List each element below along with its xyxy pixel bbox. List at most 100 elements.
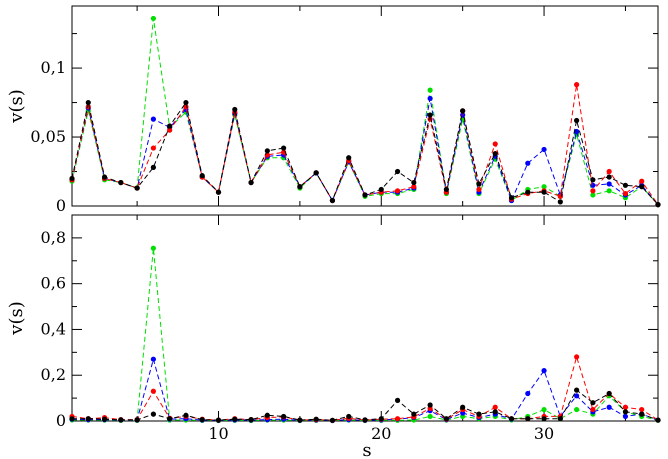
y-tick-label: 0: [56, 411, 66, 430]
series-4-point: [443, 416, 449, 422]
series-2-point: [606, 404, 612, 410]
series-3-point: [492, 141, 498, 147]
series-4-point: [378, 416, 384, 422]
series-4-point: [329, 417, 336, 423]
series-3-point: [639, 406, 645, 413]
series-4-point: [622, 409, 629, 415]
series-1-line: [71, 18, 659, 205]
series-4-point: [264, 148, 270, 154]
series-1-point: [541, 406, 547, 413]
series-3-point: [394, 416, 401, 422]
series-3-point: [590, 406, 596, 413]
series-4-point: [167, 123, 173, 129]
series-4-point: [69, 416, 75, 422]
series-4-point: [101, 174, 108, 180]
y-tick-label: 0,8: [41, 228, 66, 247]
series-4-point: [150, 164, 156, 170]
y-tick-label: 0,1: [41, 58, 66, 77]
series-4-point: [411, 179, 417, 186]
series-4-point: [362, 192, 368, 198]
series-4-point: [346, 155, 352, 161]
series-4-point: [541, 416, 547, 422]
series-4-point: [460, 108, 466, 114]
series-4-point: [508, 195, 515, 201]
series-4-point: [411, 411, 417, 417]
series-4-point: [606, 390, 612, 397]
series-3-line: [71, 355, 659, 421]
series-4-point: [264, 412, 270, 418]
series-4-point: [183, 412, 189, 418]
series-2-point: [574, 128, 580, 135]
series-3-point: [574, 354, 580, 360]
series-4-point: [476, 181, 482, 187]
series-4-point: [297, 417, 303, 423]
series-4-point: [394, 168, 401, 175]
series-1-point: [574, 406, 580, 413]
series-2-point: [150, 356, 156, 362]
series-4-point: [639, 411, 645, 417]
series-1-point: [150, 245, 156, 251]
series-3-point: [574, 82, 580, 88]
series-4-point: [118, 417, 124, 423]
x-tick-label: 30: [534, 424, 554, 443]
series-2-point: [590, 182, 596, 188]
panel-1-frame: [71, 5, 659, 207]
series-2-point: [541, 368, 547, 374]
series-4-point: [590, 400, 596, 406]
series-4-point: [362, 417, 368, 423]
series-4-point: [215, 417, 222, 423]
series-3-point: [622, 190, 629, 197]
series-2-line: [71, 357, 659, 422]
series-4-point: [215, 189, 222, 195]
series-4-line: [71, 101, 659, 205]
series-1-line: [71, 248, 659, 422]
y-tick-label: 0: [56, 196, 66, 215]
series-4-point: [557, 199, 563, 205]
series-4-point: [150, 411, 156, 417]
series-4-point: [297, 184, 303, 190]
x-tick-label: 10: [208, 424, 228, 443]
series-4-point: [313, 170, 319, 176]
series-4-point: [118, 179, 124, 186]
series-4-point: [85, 99, 91, 106]
series-4-point: [492, 150, 498, 157]
y-tick-label: 0,6: [41, 274, 66, 293]
series-4-point: [655, 202, 661, 208]
series-4-point: [427, 402, 433, 408]
series-4-point: [232, 416, 238, 422]
series-4-point: [134, 185, 140, 191]
series-4-point: [557, 416, 563, 422]
series-4-point: [232, 106, 238, 113]
series-2-point: [427, 95, 433, 102]
series-1-point: [150, 15, 156, 22]
series-4-point: [590, 177, 596, 183]
series-2-point: [622, 413, 629, 420]
series-2-point: [541, 146, 547, 153]
series-4-point: [525, 189, 531, 195]
series-4-point: [329, 197, 336, 204]
series-2-point: [574, 393, 580, 399]
series-3-point: [590, 188, 596, 194]
series-1-point: [427, 87, 433, 93]
y-tick-label: 0,2: [41, 365, 66, 384]
series-3-point: [150, 388, 156, 394]
series-4-point: [492, 409, 498, 415]
series-3-point: [622, 404, 629, 410]
series-4-point: [508, 416, 515, 422]
series-4-point: [639, 184, 645, 190]
series-2-point: [525, 390, 531, 397]
series-4-point: [525, 416, 531, 422]
series-4-point: [476, 411, 482, 417]
series-4-point: [167, 416, 173, 422]
series-4-point: [622, 182, 629, 188]
series-4-point: [378, 186, 384, 193]
series-3-line: [71, 84, 659, 205]
series-2-point: [525, 160, 531, 166]
series-4-point: [281, 145, 287, 151]
series-4-point: [281, 413, 287, 420]
series-4-point: [655, 417, 661, 423]
series-4-point: [313, 416, 319, 422]
series-3-point: [639, 178, 645, 184]
series-4-point: [346, 413, 352, 420]
